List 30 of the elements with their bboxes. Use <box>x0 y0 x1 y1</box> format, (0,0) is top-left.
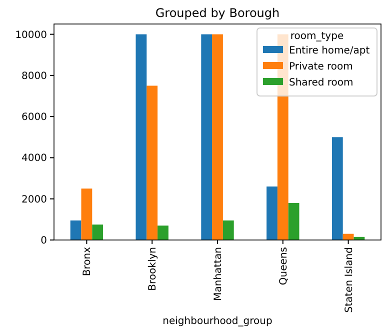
legend-label: Shared room <box>289 78 354 88</box>
bar <box>288 202 300 240</box>
bar <box>222 220 234 240</box>
y-tick-label: 0 <box>40 236 47 246</box>
bar <box>70 220 82 240</box>
bar <box>81 188 92 240</box>
bar <box>201 34 212 240</box>
y-tick-label: 10000 <box>15 30 47 41</box>
bar <box>212 34 223 240</box>
x-tick-label: Brooklyn <box>148 247 159 291</box>
bar <box>158 226 168 240</box>
y-tick-label: 2000 <box>22 194 47 206</box>
y-tick-label: 6000 <box>22 112 47 124</box>
bar <box>92 224 104 240</box>
bar <box>146 86 158 240</box>
x-axis-title: neighbourhood_group <box>162 316 272 327</box>
bar <box>342 234 354 240</box>
bar <box>136 34 147 240</box>
x-tick-label: Bronx <box>82 246 94 276</box>
chart-title: Grouped by Borough <box>155 6 280 20</box>
legend-label: Private room <box>289 62 353 72</box>
bar <box>266 186 278 240</box>
y-tick-label: 8000 <box>22 70 47 82</box>
x-tick-label: Manhattan <box>213 247 224 301</box>
legend-title: room_type <box>290 31 344 42</box>
bar <box>332 137 343 240</box>
y-tick-label: 4000 <box>22 153 47 164</box>
x-tick-label: Staten Island <box>344 247 355 313</box>
legend-label: Entire home/apt <box>289 46 370 56</box>
x-tick-label: Queens <box>278 247 290 286</box>
